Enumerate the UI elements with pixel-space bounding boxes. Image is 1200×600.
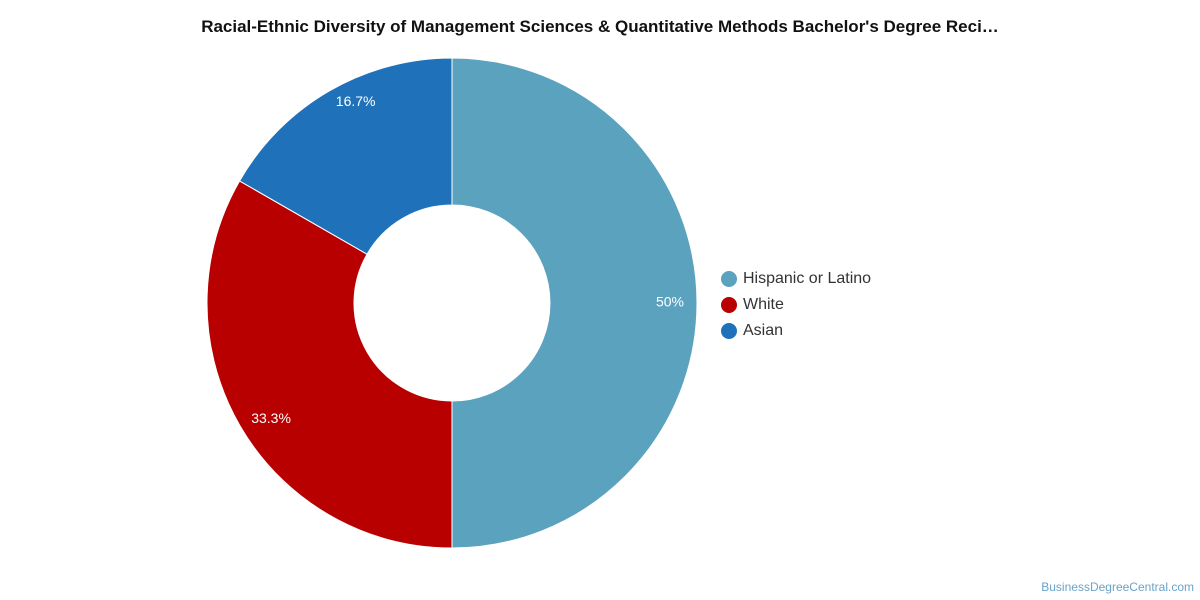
legend-label: White (743, 296, 784, 313)
legend-item[interactable]: White (721, 292, 871, 318)
slice-white[interactable] (206, 180, 453, 549)
source-credit[interactable]: BusinessDegreeCentral.com (1041, 580, 1194, 594)
legend-item[interactable]: Asian (721, 318, 871, 344)
legend-swatch-icon (721, 323, 737, 339)
slice-hispanic-or-latino[interactable] (451, 57, 698, 549)
slice-value-label: 50% (656, 294, 684, 310)
slice-asian[interactable] (238, 57, 453, 255)
legend-swatch-icon (721, 271, 737, 287)
slice-value-label: 33.3% (251, 410, 291, 426)
legend-item[interactable]: Hispanic or Latino (721, 266, 871, 292)
chart-title: Racial-Ethnic Diversity of Management Sc… (201, 17, 999, 36)
chart-legend: Hispanic or Latino White Asian (721, 266, 871, 344)
donut-slices (206, 57, 698, 549)
slice-value-label: 16.7% (336, 93, 376, 109)
donut-labels: 50% 33.3% 16.7% (251, 93, 684, 426)
legend-swatch-icon (721, 297, 737, 313)
legend-label: Asian (743, 322, 784, 339)
legend-label: Hispanic or Latino (743, 270, 872, 287)
